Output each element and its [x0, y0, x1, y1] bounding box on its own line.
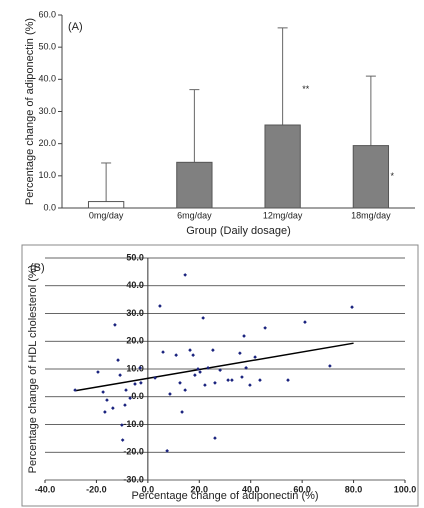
y-axis-title: Percentage change of adiponectin (%): [24, 18, 36, 205]
point: [226, 378, 230, 382]
point: [133, 382, 137, 386]
x-tick-label: 80.0: [345, 484, 363, 494]
point: [116, 358, 120, 362]
point: [253, 355, 257, 359]
y-tick-label: 40.0: [126, 280, 144, 290]
point: [240, 375, 244, 379]
point: [101, 390, 105, 394]
point: [161, 350, 165, 354]
y-tick-label: 30.0: [38, 106, 56, 116]
x-tick-label: -20.0: [86, 484, 107, 494]
x-tick-label: -40.0: [35, 484, 56, 494]
point: [120, 423, 124, 427]
x-tick-label: 60.0: [293, 484, 311, 494]
x-tick-label: 100.0: [394, 484, 417, 494]
bar: [87, 201, 125, 209]
x-tick-label: 6mg/day: [177, 210, 212, 220]
point: [180, 410, 184, 414]
y-tick-label: 0.0: [131, 391, 144, 401]
point: [183, 388, 187, 392]
point: [123, 403, 127, 407]
x-axis-title: Group (Daily dosage): [186, 225, 291, 237]
y-axis-title: Percentage change of HDL cholesterol (%): [27, 265, 39, 474]
y-tick-label: 0.0: [43, 202, 56, 212]
significance-label: *: [391, 171, 395, 181]
point: [188, 348, 192, 352]
y-tick-label: 50.0: [38, 42, 56, 52]
y-tick-label: -10.0: [123, 419, 144, 429]
point: [165, 449, 169, 453]
point: [286, 378, 290, 382]
y-tick-label: 50.0: [126, 252, 144, 262]
x-axis-title: Percentage change of adiponectin (%): [131, 490, 318, 502]
point: [258, 378, 262, 382]
point: [196, 367, 200, 371]
point: [111, 406, 115, 410]
point: [103, 410, 107, 414]
significance-label: **: [302, 84, 310, 94]
point: [350, 305, 354, 309]
point: [303, 320, 307, 324]
y-tick-label: 20.0: [38, 138, 56, 148]
y-tick-label: 10.0: [126, 363, 144, 373]
trend-line: [75, 342, 354, 392]
y-tick-label: 20.0: [126, 336, 144, 346]
point: [213, 436, 217, 440]
panel-frame: [21, 244, 419, 507]
point: [238, 351, 242, 356]
point: [113, 323, 117, 327]
point: [96, 370, 100, 374]
y-tick-label: 10.0: [38, 170, 56, 180]
x-tick-label: 40.0: [242, 484, 260, 494]
point: [218, 368, 222, 372]
x-tick-label: 18mg/day: [351, 210, 391, 220]
point: [203, 383, 207, 387]
y-tick-label: -20.0: [123, 447, 144, 457]
point: [213, 381, 217, 385]
point: [118, 373, 122, 377]
panel-label: (B): [30, 262, 45, 274]
point: [201, 316, 205, 320]
y-tick-label: 40.0: [38, 74, 56, 84]
point: [183, 273, 187, 277]
bar: [352, 145, 390, 209]
x-tick-label: 0mg/day: [89, 210, 124, 220]
point: [120, 438, 125, 442]
x-tick-label: 0.0: [142, 484, 155, 494]
x-tick-label: 12mg/day: [263, 210, 303, 220]
point: [138, 366, 142, 370]
point: [244, 366, 248, 370]
point: [198, 370, 202, 374]
point: [248, 383, 252, 387]
point: [128, 396, 132, 400]
point: [105, 398, 109, 402]
point: [211, 348, 215, 352]
point: [153, 376, 157, 380]
point: [263, 326, 267, 330]
point: [158, 304, 162, 308]
point: [191, 353, 195, 357]
point: [328, 364, 332, 368]
bar: [176, 161, 213, 209]
point: [230, 378, 234, 382]
point: [174, 353, 178, 357]
point: [73, 388, 77, 392]
y-tick-label: -30.0: [123, 474, 144, 484]
point: [139, 381, 143, 385]
point: [206, 366, 210, 370]
point: [193, 373, 197, 377]
panel-label: (A): [68, 21, 83, 33]
y-tick-label: 60.0: [38, 9, 56, 19]
y-tick-label: 30.0: [126, 308, 144, 318]
point: [178, 381, 182, 385]
point: [168, 392, 172, 396]
x-tick-label: 20.0: [191, 484, 209, 494]
point: [242, 334, 246, 338]
point: [124, 388, 128, 392]
bar: [264, 124, 301, 209]
